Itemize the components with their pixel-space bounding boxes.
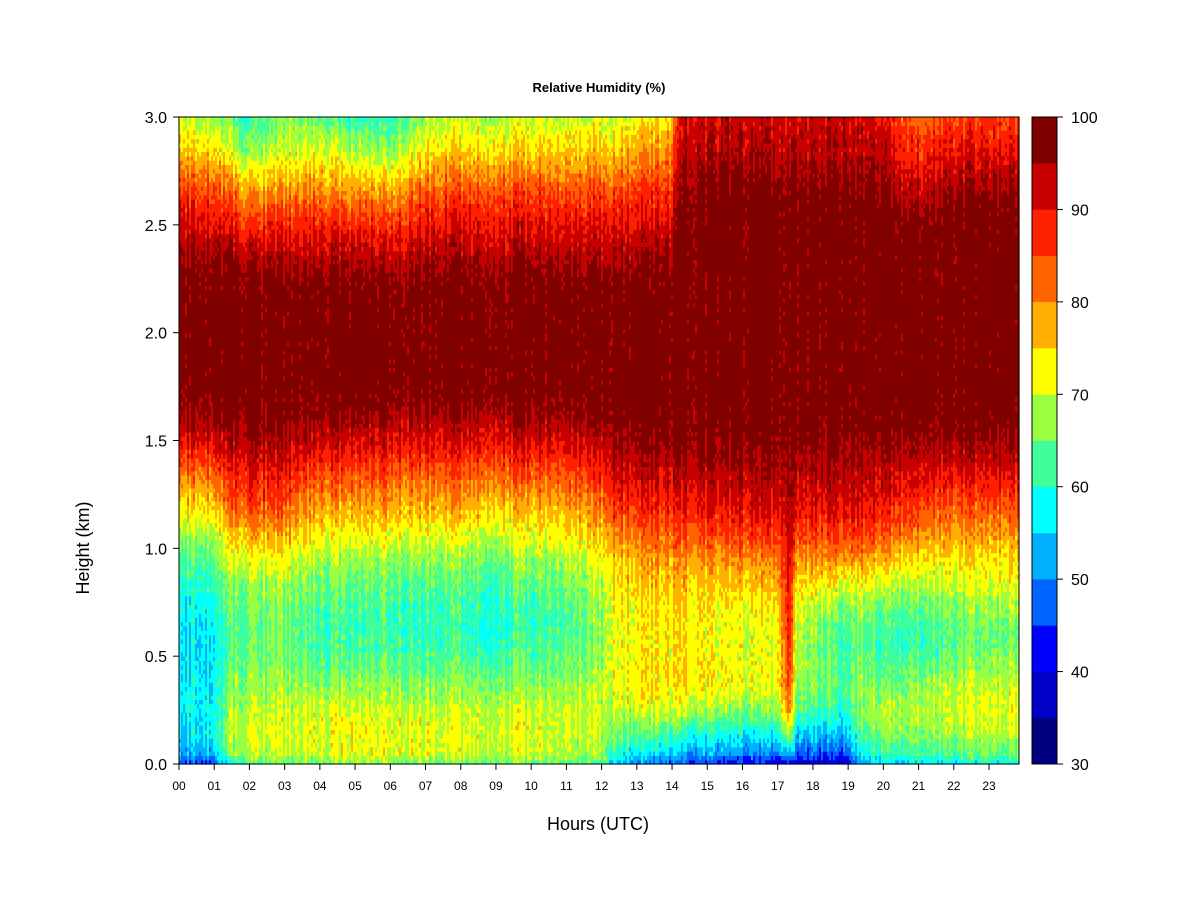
heatmap-plot-area [179,117,1020,765]
chart-title: Relative Humidity (%) [533,80,666,95]
